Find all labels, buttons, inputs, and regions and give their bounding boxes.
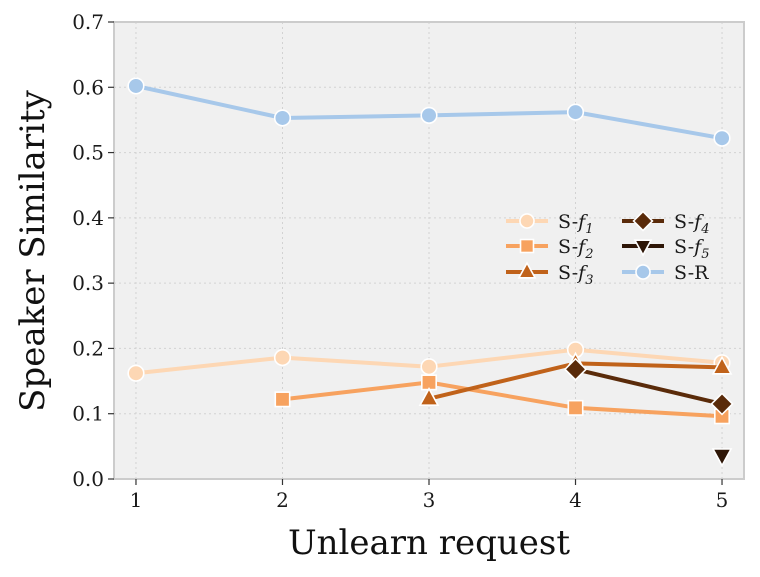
data-point [273, 348, 292, 367]
y-tick-label: 0.6 [72, 75, 104, 99]
legend-label: S-f3 [558, 262, 593, 288]
data-point [713, 129, 731, 147]
x-tick-label: 3 [423, 488, 436, 512]
y-tick-label: 0.2 [72, 336, 104, 360]
legend-label: S-f2 [558, 236, 593, 262]
legend: S-f1S-f2S-f3 S-f4S-f5S-R [506, 210, 709, 288]
y-tick-label: 0.5 [72, 141, 104, 165]
data-point [566, 103, 585, 121]
x-axis-title: Unlearn request [288, 523, 570, 563]
legend-marker [519, 238, 535, 254]
data-point [567, 399, 584, 416]
x-tick-label: 4 [569, 488, 582, 512]
series-line [573, 367, 724, 406]
data-point [710, 392, 734, 416]
legend-item: S-f2 [506, 236, 593, 262]
y-tick-label: 0.3 [72, 271, 104, 295]
legend-marker [632, 210, 654, 232]
legend-marker [633, 239, 653, 257]
legend-item: S-f3 [506, 261, 593, 288]
legend-label: S-R [674, 262, 709, 284]
legend-item: S-f4 [622, 210, 709, 237]
series-s-r [127, 77, 731, 147]
data-point [563, 357, 588, 381]
legend-item: S-f1 [506, 211, 593, 237]
data-point [274, 391, 291, 408]
y-tick-label: 0.1 [72, 402, 104, 426]
legend-label: S-f5 [674, 236, 709, 262]
series-s-f5 [711, 448, 733, 468]
y-tick-label: 0.4 [72, 206, 104, 230]
axis-ticks: 0.0 0.1 0.2 0.3 0.4 0.5 0.6 0.7 1 2 3 4 5 [72, 10, 728, 512]
data-point [273, 109, 292, 127]
legend-marker [517, 261, 537, 279]
y-tick-label: 0.0 [72, 467, 104, 491]
series-s-f2 [274, 374, 731, 425]
legend-label: S-f1 [558, 211, 593, 237]
data-point [127, 364, 145, 382]
legend-item: S-f5 [622, 236, 709, 262]
legend-marker [519, 213, 535, 229]
x-tick-label: 2 [276, 488, 289, 512]
series-layer [127, 77, 734, 468]
data-point [127, 77, 145, 95]
data-point [420, 358, 438, 376]
y-tick-label: 0.7 [72, 10, 104, 34]
series-s-f4 [563, 357, 734, 416]
legend-item: S-R [622, 262, 709, 284]
y-axis-title: Speaker Similarity [13, 89, 53, 411]
data-point [711, 355, 733, 375]
legend-label: S-f4 [674, 211, 709, 237]
series-line [280, 380, 724, 419]
data-point [711, 448, 733, 468]
data-point [420, 106, 438, 124]
x-tick-label: 1 [130, 488, 143, 512]
legend-marker [635, 264, 651, 280]
x-tick-label: 5 [716, 488, 729, 512]
data-point [418, 387, 440, 406]
